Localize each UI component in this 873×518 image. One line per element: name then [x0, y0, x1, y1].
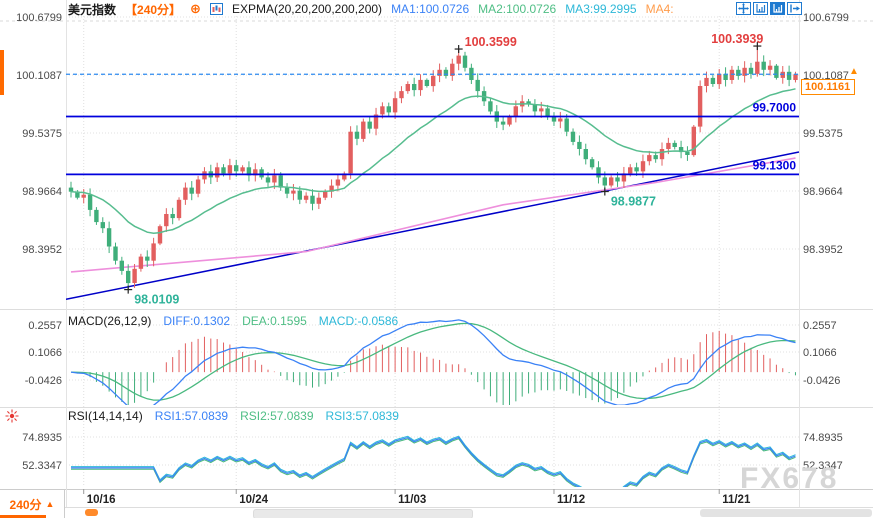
svg-text:99.7000: 99.7000: [753, 101, 797, 115]
period-selector-label: 240分: [9, 497, 42, 512]
ma1-value: MA1:100.0726: [391, 2, 470, 16]
rsi-indicator-name[interactable]: RSI(14,14,14): [68, 409, 143, 423]
svg-text:99.1300: 99.1300: [753, 158, 797, 172]
svg-text:98.0109: 98.0109: [134, 293, 179, 307]
period-selector[interactable]: 240分 ▲: [0, 489, 65, 518]
svg-text:11/12: 11/12: [557, 494, 585, 506]
axis-scale-icon[interactable]: [753, 2, 768, 15]
svg-text:-0.0426: -0.0426: [803, 375, 840, 387]
ma2-value: MA2:100.0726: [478, 2, 557, 16]
chart-toolbar: [736, 2, 802, 15]
svg-text:100.1087: 100.1087: [16, 70, 62, 82]
macd-indicator-name[interactable]: MACD(26,12,9): [68, 314, 152, 328]
indicator-settings-icon[interactable]: [4, 408, 20, 424]
svg-text:98.9664: 98.9664: [22, 186, 62, 198]
scrollbar-thumb[interactable]: [253, 509, 473, 518]
svg-text:98.3952: 98.3952: [22, 244, 62, 256]
rsi-header: RSI(14,14,14) RSI1:57.0839 RSI2:57.0839 …: [68, 409, 399, 423]
price-up-arrow-icon: ▲: [849, 66, 859, 77]
ma3-value: MA3:99.2995: [565, 2, 637, 16]
svg-text:98.9877: 98.9877: [611, 195, 656, 209]
period-selector-underline: [0, 515, 46, 518]
current-price-tag: 100.1161: [801, 79, 856, 95]
svg-text:11/03: 11/03: [398, 494, 426, 506]
add-indicator-icon[interactable]: ⊕: [190, 1, 201, 16]
candlestick-chart-icon[interactable]: [209, 3, 223, 15]
scrollbar-marker[interactable]: [85, 509, 98, 516]
svg-text:100.6799: 100.6799: [803, 12, 849, 24]
pan-move-icon[interactable]: [736, 2, 751, 15]
ma4-value: MA4:: [645, 2, 674, 16]
macd-diff-value: DIFF:0.1302: [163, 314, 231, 328]
svg-text:98.9664: 98.9664: [803, 186, 843, 198]
svg-text:99.5375: 99.5375: [803, 128, 843, 140]
svg-text:0.1066: 0.1066: [28, 347, 62, 359]
svg-text:100.3599: 100.3599: [465, 35, 517, 49]
current-price-value: 100.1161: [805, 81, 851, 93]
svg-text:74.8935: 74.8935: [22, 432, 62, 444]
macd-dea-value: DEA:0.1595: [242, 314, 307, 328]
rsi3-value: RSI3:57.0839: [325, 409, 399, 423]
svg-text:100.3939: 100.3939: [711, 32, 763, 46]
svg-text:0.1066: 0.1066: [803, 347, 837, 359]
chart-header: 美元指数 【240分】 ⊕ EXPMA(20,20,200,200,200) M…: [68, 0, 674, 18]
collapse-right-icon[interactable]: [787, 2, 802, 15]
symbol-name: 美元指数: [68, 2, 117, 17]
timeframe-label[interactable]: 【240分】: [125, 2, 182, 17]
rsi1-value: RSI1:57.0839: [154, 409, 229, 423]
svg-text:52.3347: 52.3347: [22, 460, 62, 472]
svg-text:-0.0426: -0.0426: [25, 375, 62, 387]
svg-text:0.2557: 0.2557: [803, 320, 837, 332]
macd-header: MACD(26,12,9) DIFF:0.1302 DEA:0.1595 MAC…: [68, 314, 398, 328]
period-selector-arrow: ▲: [45, 499, 55, 509]
svg-text:98.3952: 98.3952: [803, 244, 843, 256]
indicator-name: EXPMA(20,20,200,200,200): [231, 2, 383, 16]
scrollbar-thumb-right[interactable]: [700, 509, 872, 517]
left-accent-strip: [0, 50, 4, 95]
svg-text:11/21: 11/21: [722, 494, 751, 506]
svg-text:99.5375: 99.5375: [22, 128, 62, 140]
axis-scale-active-icon[interactable]: [770, 2, 785, 15]
svg-text:52.3347: 52.3347: [803, 460, 843, 472]
svg-text:74.8935: 74.8935: [803, 432, 843, 444]
svg-text:10/24: 10/24: [239, 494, 268, 506]
svg-text:0.2557: 0.2557: [28, 320, 62, 332]
macd-bar-value: MACD:-0.0586: [318, 314, 399, 328]
svg-text:100.6799: 100.6799: [16, 12, 62, 24]
rsi2-value: RSI2:57.0839: [240, 409, 314, 423]
watermark-logo: FX678: [740, 462, 839, 495]
svg-text:10/16: 10/16: [87, 494, 116, 506]
